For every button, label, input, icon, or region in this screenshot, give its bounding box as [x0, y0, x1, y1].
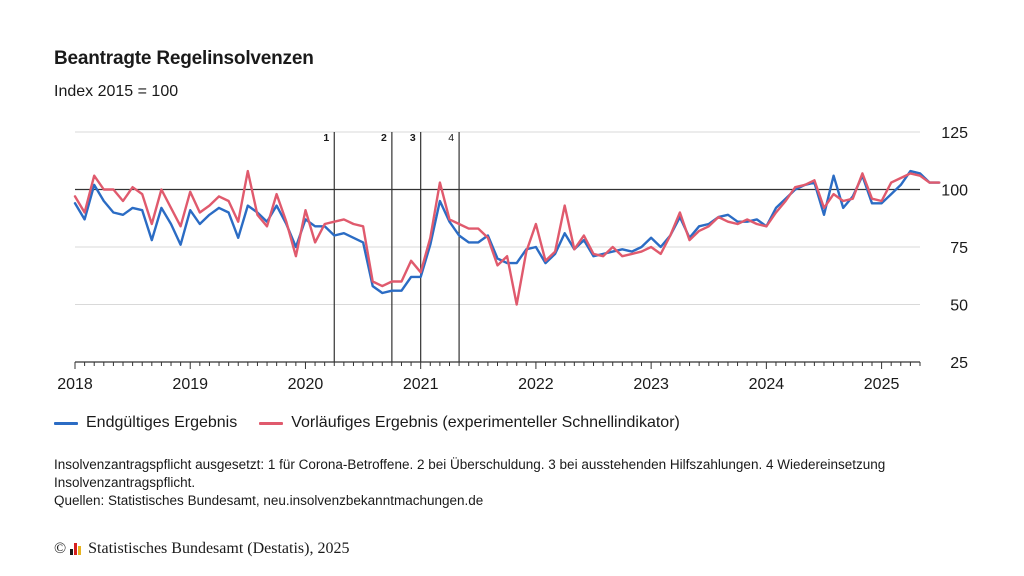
x-tick-label: 2019	[172, 376, 208, 393]
credit-line: © Statistisches Bundesamt (Destatis), 20…	[54, 540, 349, 558]
line-chart: 1 2 3 4 25 50 75 100 125 2018 2019 2020 2021 2022 202…	[57, 125, 968, 393]
footnote-suspension: Insolvenzantragspflicht ausgesetzt: 1 fü…	[54, 457, 886, 490]
legend-item-preliminary: Vorläufiges Ergebnis (experimenteller Sc…	[259, 414, 680, 432]
y-tick-label: 100	[941, 183, 968, 200]
x-tick-label: 2025	[864, 376, 900, 393]
legend-swatch-preliminary	[259, 421, 284, 425]
legend-label-preliminary: Vorläufiges Ergebnis (experimenteller Sc…	[291, 414, 680, 431]
copyright-symbol: ©	[54, 540, 67, 557]
chart-subtitle: Index 2015 = 100	[54, 83, 179, 100]
chart-title: Beantragte Regelinsolvenzen	[54, 48, 314, 69]
legend: Endgültiges Ergebnis Vorläufiges Ergebni…	[54, 414, 680, 432]
y-tick-label: 125	[941, 125, 968, 142]
x-tick-label: 2021	[403, 376, 439, 393]
x-tick-label: 2020	[288, 376, 324, 393]
series-line-preliminary	[73, 169, 941, 306]
footnotes: Insolvenzantragspflicht ausgesetzt: 1 fü…	[54, 456, 914, 510]
legend-item-final: Endgültiges Ergebnis	[54, 414, 237, 432]
credit-text: Statistisches Bundesamt (Destatis), 2025	[88, 540, 350, 557]
legend-label-final: Endgültiges Ergebnis	[86, 414, 238, 431]
series-lines	[73, 169, 941, 306]
series-line-final	[73, 169, 941, 295]
annotation-lines: 1 2 3 4	[323, 132, 460, 362]
annotation-label-2: 2	[381, 132, 387, 144]
annotation-label-3: 3	[410, 132, 416, 144]
x-tick-label: 2018	[57, 376, 93, 393]
footnote-sources: Quellen: Statistisches Bundesamt, neu.in…	[54, 493, 484, 508]
legend-swatch-final	[54, 421, 78, 425]
destatis-logo-icon	[70, 543, 82, 555]
y-tick-label: 25	[950, 355, 968, 372]
annotation-label-1: 1	[323, 132, 329, 144]
y-tick-label: 50	[950, 298, 968, 315]
axes: 25 50 75 100 125 2018 2019 2020 2021 2022 2023 2024…	[57, 125, 968, 393]
x-tick-label: 2023	[633, 376, 669, 393]
y-tick-label: 75	[950, 240, 968, 257]
annotation-label-4: 4	[448, 132, 454, 144]
x-tick-label: 2024	[749, 376, 785, 393]
grid-lines	[75, 131, 920, 305]
x-tick-label: 2022	[518, 376, 554, 393]
